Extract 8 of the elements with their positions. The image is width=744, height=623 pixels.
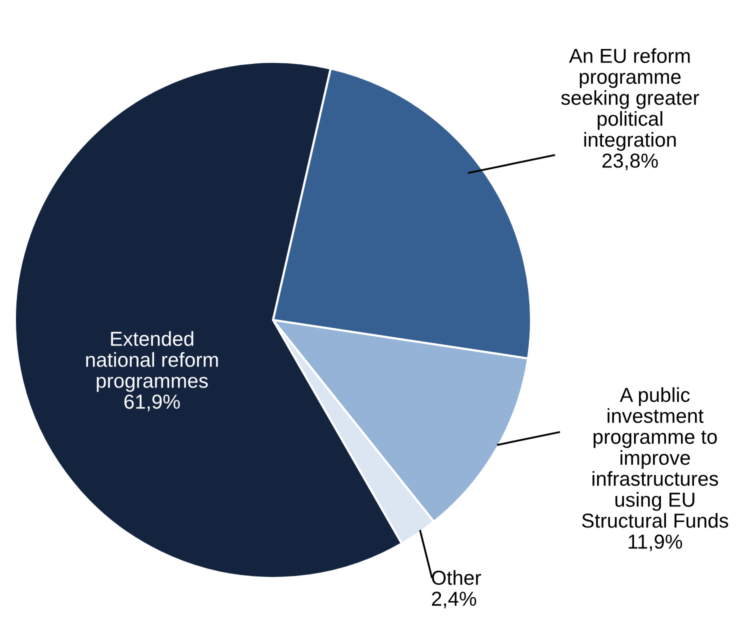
data-label: 2,4% [432,592,476,608]
data-label: 23,8% [602,154,658,170]
slice-label: Other [432,570,482,585]
slice-label: A public investment programme to improve infrastructures using EU Structural Funds [582,387,728,528]
slice-label: An EU reform programme seeking greater political integration [561,48,700,151]
data-label: 61,9% [124,394,180,412]
slice-label: Extended national reform programmes [86,331,218,392]
data-label: 11,9% [628,534,682,552]
